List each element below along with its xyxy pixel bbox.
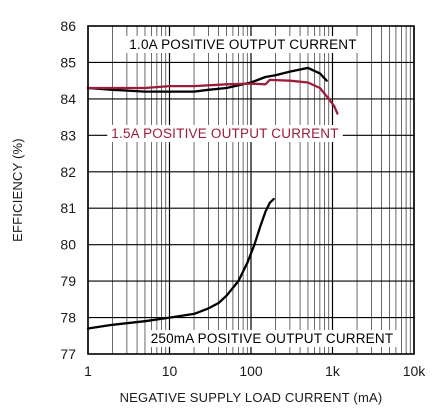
y-tick-label: 79 bbox=[60, 273, 76, 289]
series-label-1: 1.0A POSITIVE OUTPUT CURRENT bbox=[125, 36, 361, 53]
x-tick-label: 1k bbox=[325, 363, 341, 379]
series-label-3: 250mA POSITIVE OUTPUT CURRENT bbox=[146, 330, 398, 347]
y-tick-label: 80 bbox=[60, 237, 76, 253]
x-tick-label: 100 bbox=[239, 363, 263, 379]
y-tick-label: 86 bbox=[60, 18, 76, 34]
x-tick-label: 10k bbox=[403, 363, 427, 379]
y-tick-label: 78 bbox=[60, 310, 76, 326]
y-tick-label: 81 bbox=[60, 200, 76, 216]
y-tick-label: 85 bbox=[60, 54, 76, 70]
x-axis-title: NEGATIVE SUPPLY LOAD CURRENT (mA) bbox=[120, 390, 383, 405]
series-label-text: 1.0A POSITIVE OUTPUT CURRENT bbox=[129, 37, 356, 52]
series-label-bg bbox=[107, 125, 343, 142]
grid bbox=[87, 25, 415, 355]
y-axis-title: EFFICIENCY (%) bbox=[10, 138, 25, 242]
series-label-bg bbox=[146, 330, 398, 347]
series-line-1 bbox=[86, 66, 328, 93]
series-line-2 bbox=[86, 78, 339, 115]
x-tick-label: 10 bbox=[162, 363, 178, 379]
series-label-bg bbox=[125, 36, 361, 53]
y-tick-label: 84 bbox=[60, 91, 76, 107]
y-tick-label: 83 bbox=[60, 127, 76, 143]
y-tick-label: 82 bbox=[60, 164, 76, 180]
series-label-2: 1.5A POSITIVE OUTPUT CURRENT bbox=[107, 125, 343, 142]
tick-labels: 77 78 79 80 81 82 83 84 85 86 1 10 100 1k 10k bbox=[60, 18, 426, 379]
series-lines bbox=[86, 66, 339, 330]
series-label-text: 250mA POSITIVE OUTPUT CURRENT bbox=[151, 331, 394, 346]
series-labels: 1.0A POSITIVE OUTPUT CURRENT 1.5A POSITIV… bbox=[107, 36, 398, 347]
plot-frame bbox=[87, 25, 415, 355]
series-line-3 bbox=[86, 197, 275, 330]
x-tick-label: 1 bbox=[84, 363, 92, 379]
series-label-text: 1.5A POSITIVE OUTPUT CURRENT bbox=[111, 126, 338, 141]
y-tick-label: 77 bbox=[60, 346, 76, 362]
